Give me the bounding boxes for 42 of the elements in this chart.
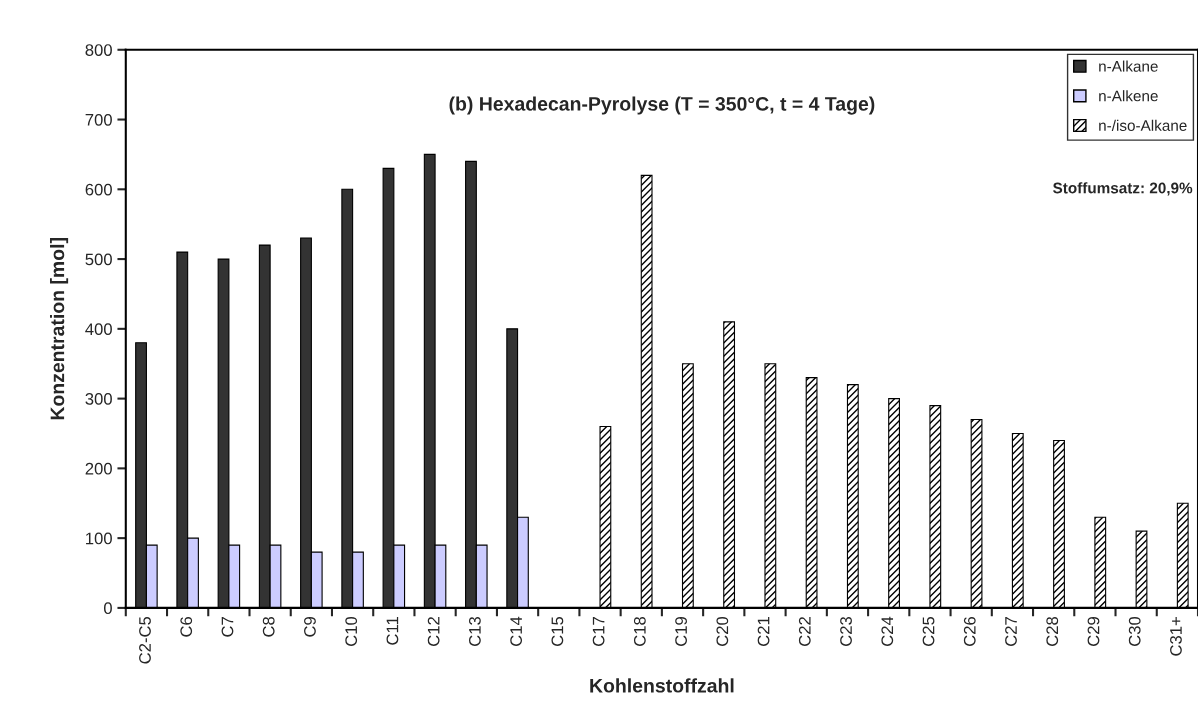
x-tick-label: C6	[180, 616, 193, 637]
y-tick-label: 0	[103, 602, 112, 615]
x-tick-label: C15	[551, 616, 564, 646]
y-tick-label: 100	[86, 532, 112, 545]
x-tick-label: C8	[262, 616, 275, 637]
text: (b) Hexadecan-Pyrolyse (T = 350°C, t = 4 Tage)	[449, 96, 875, 115]
x-tick-label: C31+	[1170, 617, 1182, 656]
x-tick-label: C22	[798, 617, 811, 646]
x-tick-label: C20	[716, 616, 729, 646]
legend-label: n-Alkane	[1099, 60, 1158, 72]
x-tick-label: C24	[881, 616, 894, 646]
y-tick-label: 700	[85, 113, 112, 126]
x-tick-label: C21	[757, 617, 770, 646]
y-axis-title: Konzentration [mol]	[50, 238, 69, 420]
x-tick-label: C14	[510, 616, 523, 646]
annotation: Stoffumsatz: 20,9%	[1053, 182, 1193, 196]
y-tick-label: 200	[85, 462, 112, 475]
y-tick-label: 400	[85, 323, 112, 336]
x-tick-label: C23	[840, 616, 852, 646]
legend-label: n-Alkene	[1099, 90, 1158, 102]
x-tick-label: C13	[468, 616, 481, 646]
y-tick-label: 600	[85, 183, 112, 196]
x-tick-label: C10	[345, 616, 358, 646]
x-tick-label: C7	[221, 617, 234, 637]
x-tick-label: C17	[592, 617, 605, 646]
legend-label: n-/iso-Alkane	[1099, 119, 1187, 131]
y-tick-label: 300	[85, 393, 112, 405]
x-tick-label: C25	[922, 616, 935, 646]
x-tick-label: C2-C5	[139, 616, 151, 664]
x-tick-label: C27	[1005, 617, 1017, 646]
y-tick-label: 800	[85, 44, 112, 56]
x-tick-label: C11	[386, 617, 399, 645]
y-tick-label: 500	[85, 253, 112, 266]
x-tick-label: C9	[304, 617, 316, 637]
x-tick-label: C26	[963, 616, 976, 646]
x-tick-label: C19	[675, 617, 687, 646]
x-tick-label: C28	[1046, 616, 1059, 646]
x-tick-label: C29	[1087, 617, 1100, 646]
x-tick-label: C12	[427, 617, 440, 646]
x-axis-title: Kohlenstoffzahl	[590, 678, 734, 693]
x-tick-label: C18	[633, 616, 646, 646]
x-tick-label: C30	[1128, 616, 1141, 646]
